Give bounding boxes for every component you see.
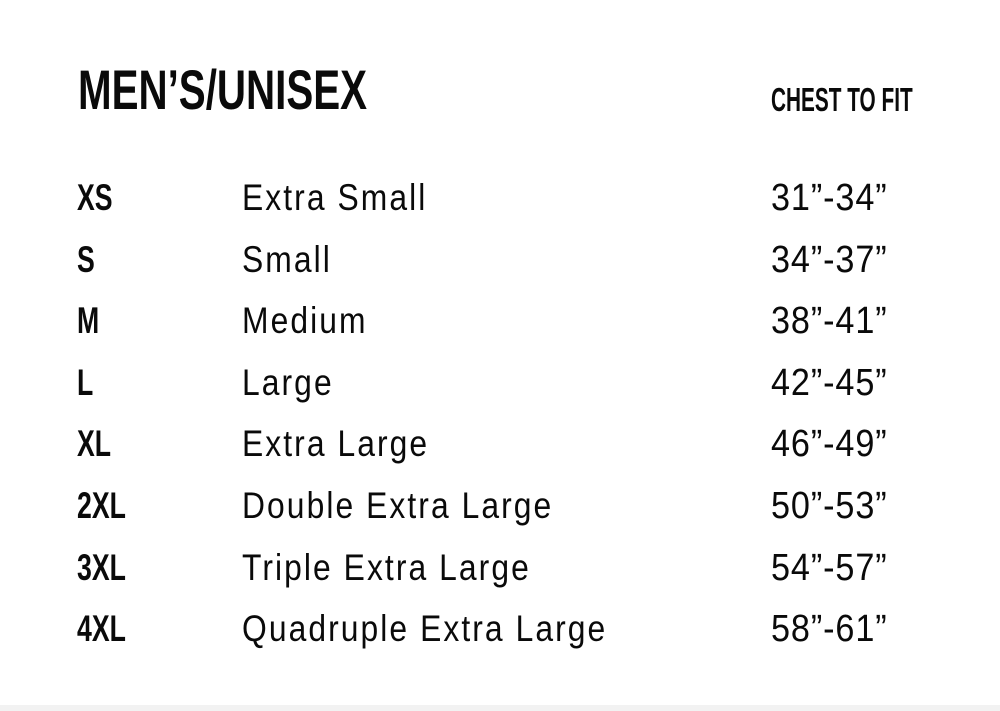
chest-range: 34”-37” [771, 238, 888, 281]
size-name: Double Extra Large [242, 484, 554, 526]
table-row: L Large 42”-45” [0, 352, 1000, 414]
size-name: Quadruple Extra Large [242, 608, 608, 650]
table-row: 3XL Triple Extra Large 54”-57” [0, 537, 1000, 599]
table-row: XS Extra Small 31”-34” [0, 167, 1000, 229]
chest-range: 38”-41” [771, 300, 888, 343]
bottom-border [0, 705, 1000, 711]
size-code: M [77, 300, 100, 342]
chest-range: 58”-61” [771, 608, 888, 651]
size-code: 4XL [77, 608, 126, 650]
size-code: 2XL [77, 484, 126, 526]
size-name: Extra Large [242, 423, 430, 465]
page-title: MEN’S/UNISEX [78, 58, 368, 121]
table-row: XL Extra Large 46”-49” [0, 413, 1000, 475]
chest-to-fit-header: CHEST TO FIT [771, 81, 913, 118]
table-row: 2XL Double Extra Large 50”-53” [0, 475, 1000, 537]
size-code: 3XL [77, 546, 126, 588]
size-code: L [77, 361, 94, 403]
table-row: 4XL Quadruple Extra Large 58”-61” [0, 598, 1000, 660]
chest-range: 54”-57” [771, 546, 888, 589]
size-name: Triple Extra Large [242, 546, 531, 588]
size-code: XL [77, 423, 112, 465]
size-name: Large [242, 361, 334, 403]
chest-range: 46”-49” [771, 423, 888, 466]
size-name: Medium [242, 300, 368, 342]
table-row: M Medium 38”-41” [0, 290, 1000, 352]
chest-range: 42”-45” [771, 361, 888, 404]
size-code: S [77, 238, 95, 280]
size-name: Extra Small [242, 177, 428, 218]
chest-range: 50”-53” [771, 484, 888, 527]
size-code: XS [77, 177, 113, 218]
table-row: S Small 34”-37” [0, 229, 1000, 291]
size-name: Small [242, 238, 332, 280]
chest-range: 31”-34” [771, 177, 888, 219]
size-table: XS Extra Small 31”-34” S Small 34”-37” M Medi… [0, 167, 1000, 660]
